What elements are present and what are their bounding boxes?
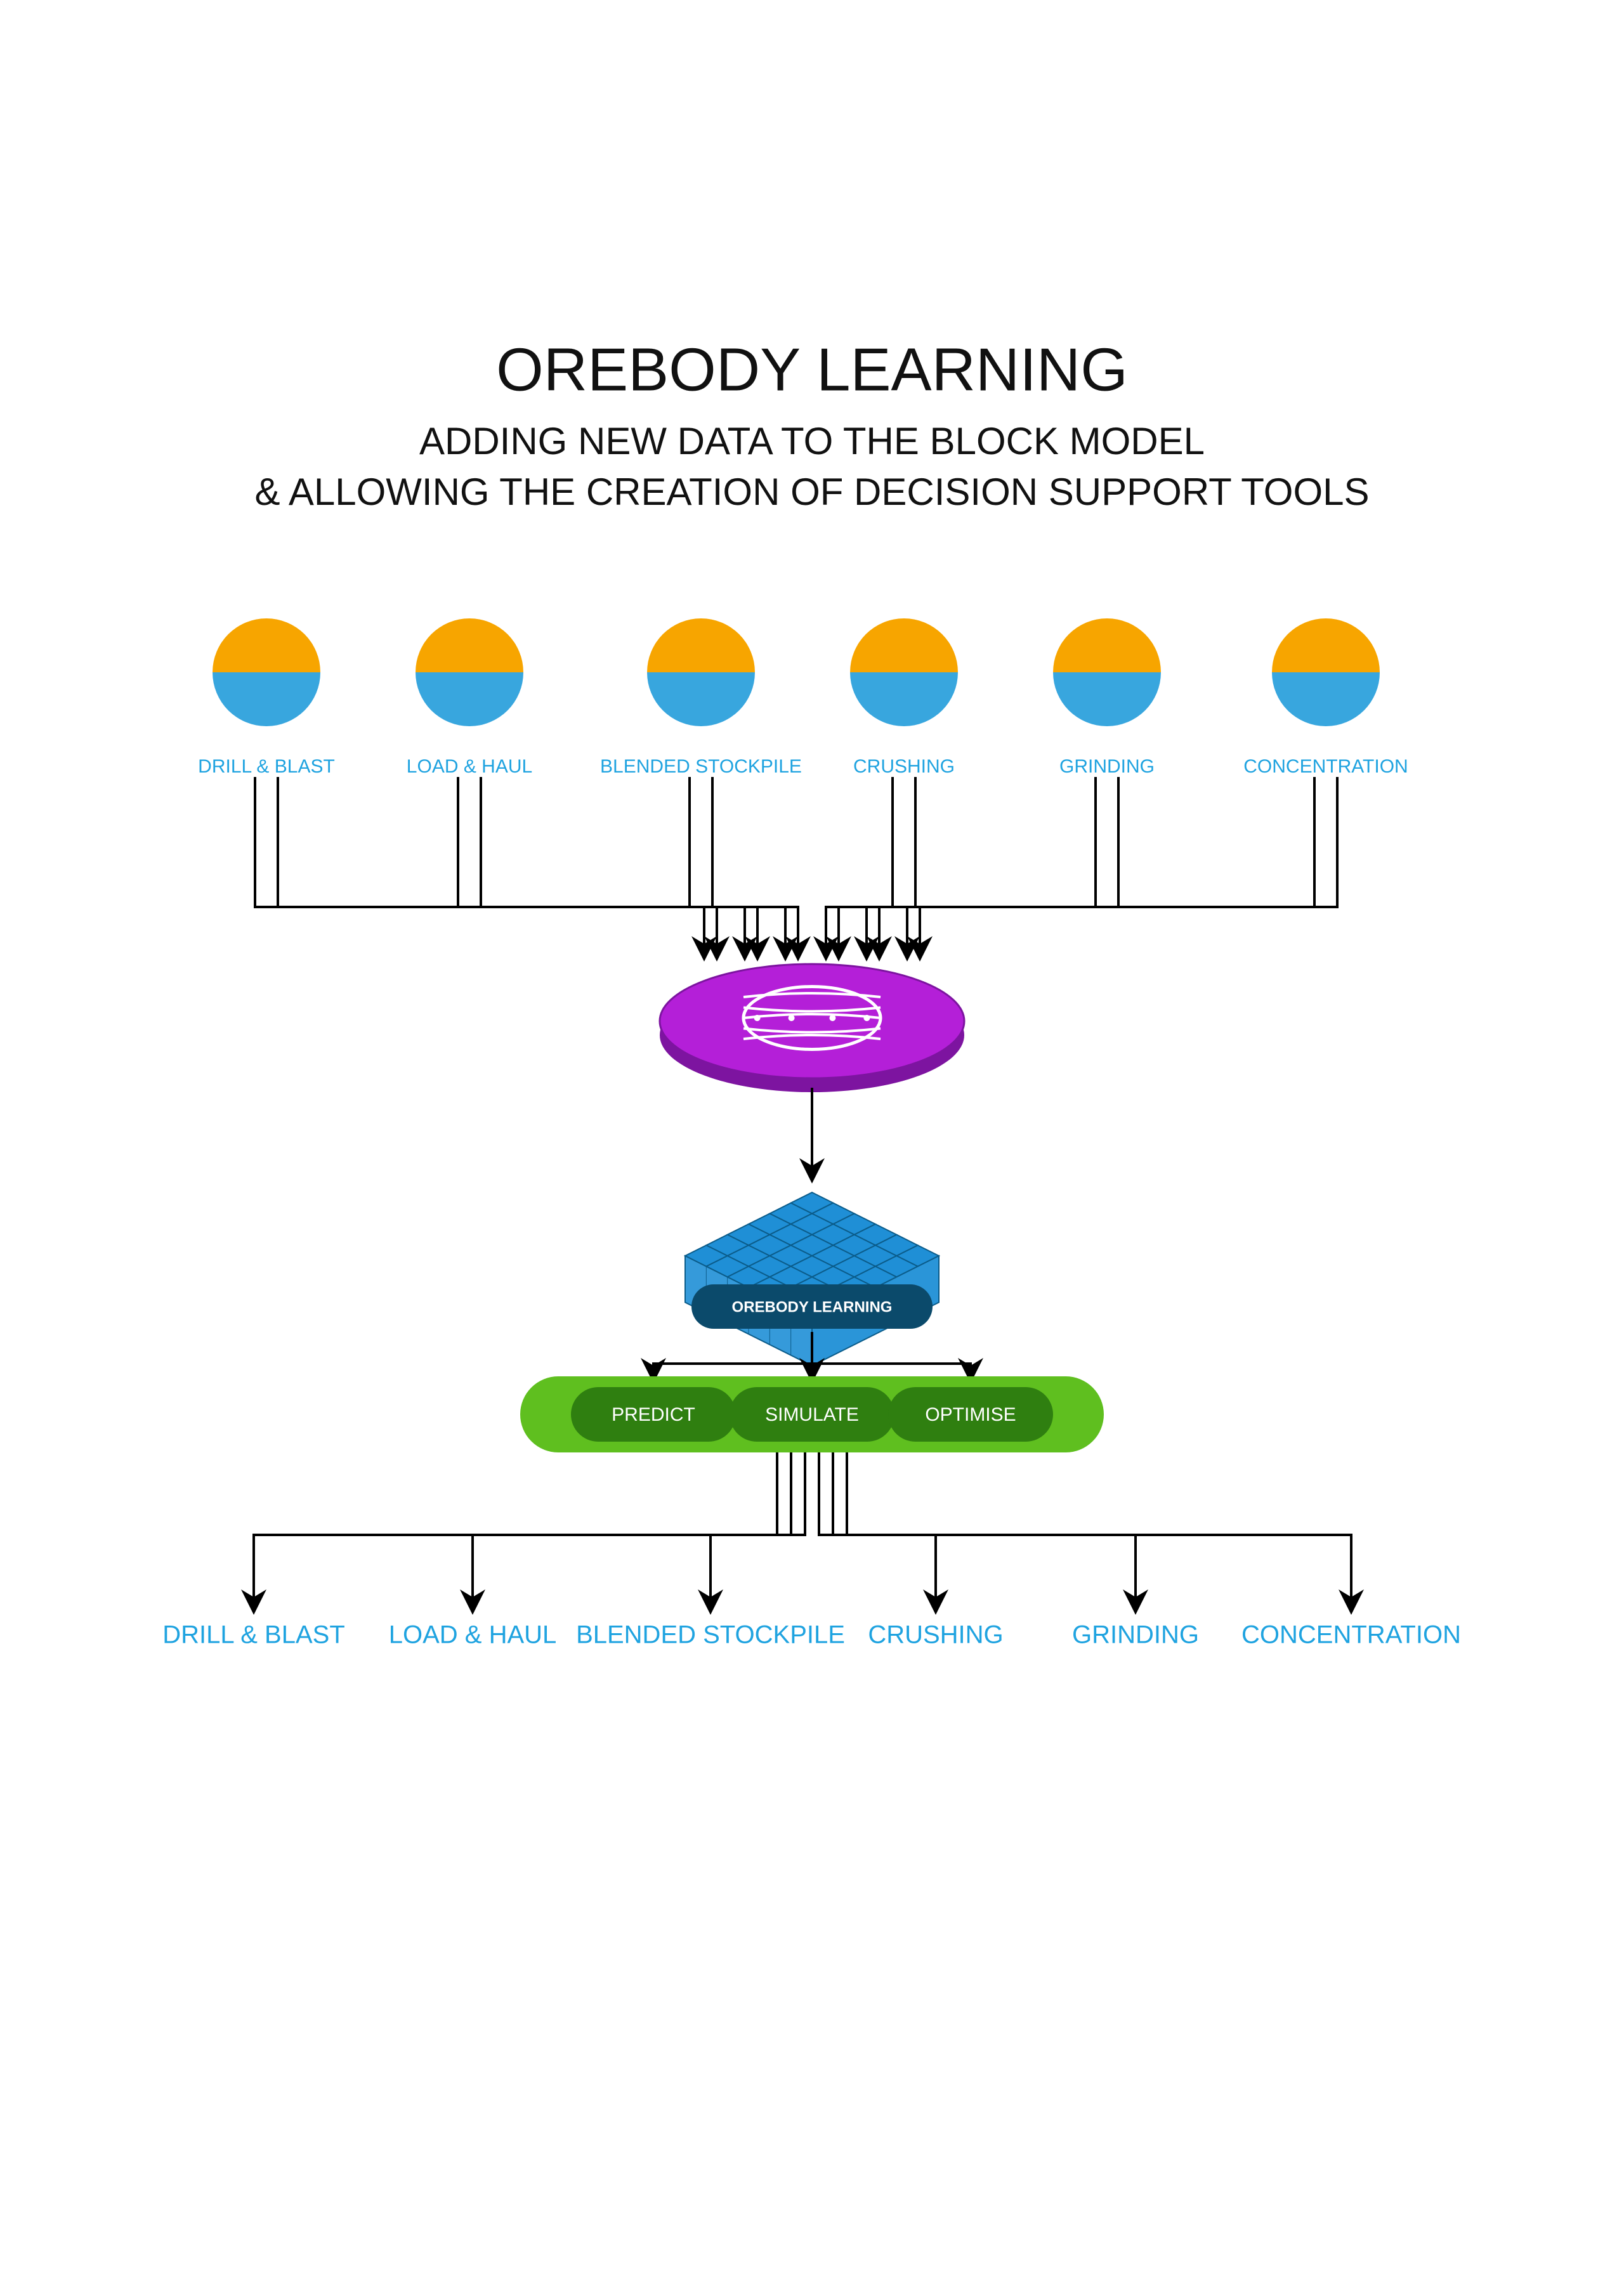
pill-optimise: OPTIMISE bbox=[888, 1387, 1053, 1442]
svg-text:GRINDING: GRINDING bbox=[1072, 1621, 1199, 1649]
svg-text:CRUSHING: CRUSHING bbox=[853, 756, 955, 777]
pill-predict: PREDICT bbox=[571, 1387, 736, 1442]
svg-text:DRILL & BLAST: DRILL & BLAST bbox=[162, 1621, 345, 1649]
svg-text:GRINDING: GRINDING bbox=[1059, 756, 1155, 777]
svg-text:OPTIMISE: OPTIMISE bbox=[925, 1404, 1016, 1425]
input-node-0 bbox=[213, 618, 320, 726]
svg-text:CONCENTRATION: CONCENTRATION bbox=[1243, 756, 1408, 777]
input-node-5 bbox=[1272, 618, 1380, 726]
svg-text:BLENDED STOCKPILE: BLENDED STOCKPILE bbox=[576, 1621, 845, 1649]
input-node-2 bbox=[647, 618, 755, 726]
svg-text:SIMULATE: SIMULATE bbox=[765, 1404, 859, 1425]
svg-text:PREDICT: PREDICT bbox=[612, 1404, 695, 1425]
svg-text:LOAD & HAUL: LOAD & HAUL bbox=[389, 1621, 557, 1649]
svg-text:CRUSHING: CRUSHING bbox=[868, 1621, 1003, 1649]
svg-text:CONCENTRATION: CONCENTRATION bbox=[1241, 1621, 1461, 1649]
orebody-learning-diagram: OREBODY LEARNING ADDING NEW DATA TO THE B… bbox=[0, 0, 1624, 2296]
svg-text:ADDING NEW DATA TO THE BLOCK M: ADDING NEW DATA TO THE BLOCK MODEL bbox=[419, 420, 1205, 462]
pill-simulate: SIMULATE bbox=[730, 1387, 894, 1442]
input-node-1 bbox=[416, 618, 523, 726]
svg-text:OREBODY LEARNING: OREBODY LEARNING bbox=[732, 1298, 893, 1315]
svg-text:OREBODY LEARNING: OREBODY LEARNING bbox=[496, 336, 1128, 403]
svg-text:BLENDED STOCKPILE: BLENDED STOCKPILE bbox=[600, 756, 802, 777]
input-node-4 bbox=[1053, 618, 1161, 726]
svg-text:& ALLOWING THE CREATION OF DEC: & ALLOWING THE CREATION OF DECISION SUPP… bbox=[254, 471, 1369, 513]
input-node-3 bbox=[850, 618, 958, 726]
svg-text:LOAD & HAUL: LOAD & HAUL bbox=[407, 756, 532, 777]
brain-node bbox=[660, 964, 964, 1092]
svg-text:DRILL & BLAST: DRILL & BLAST bbox=[198, 756, 335, 777]
